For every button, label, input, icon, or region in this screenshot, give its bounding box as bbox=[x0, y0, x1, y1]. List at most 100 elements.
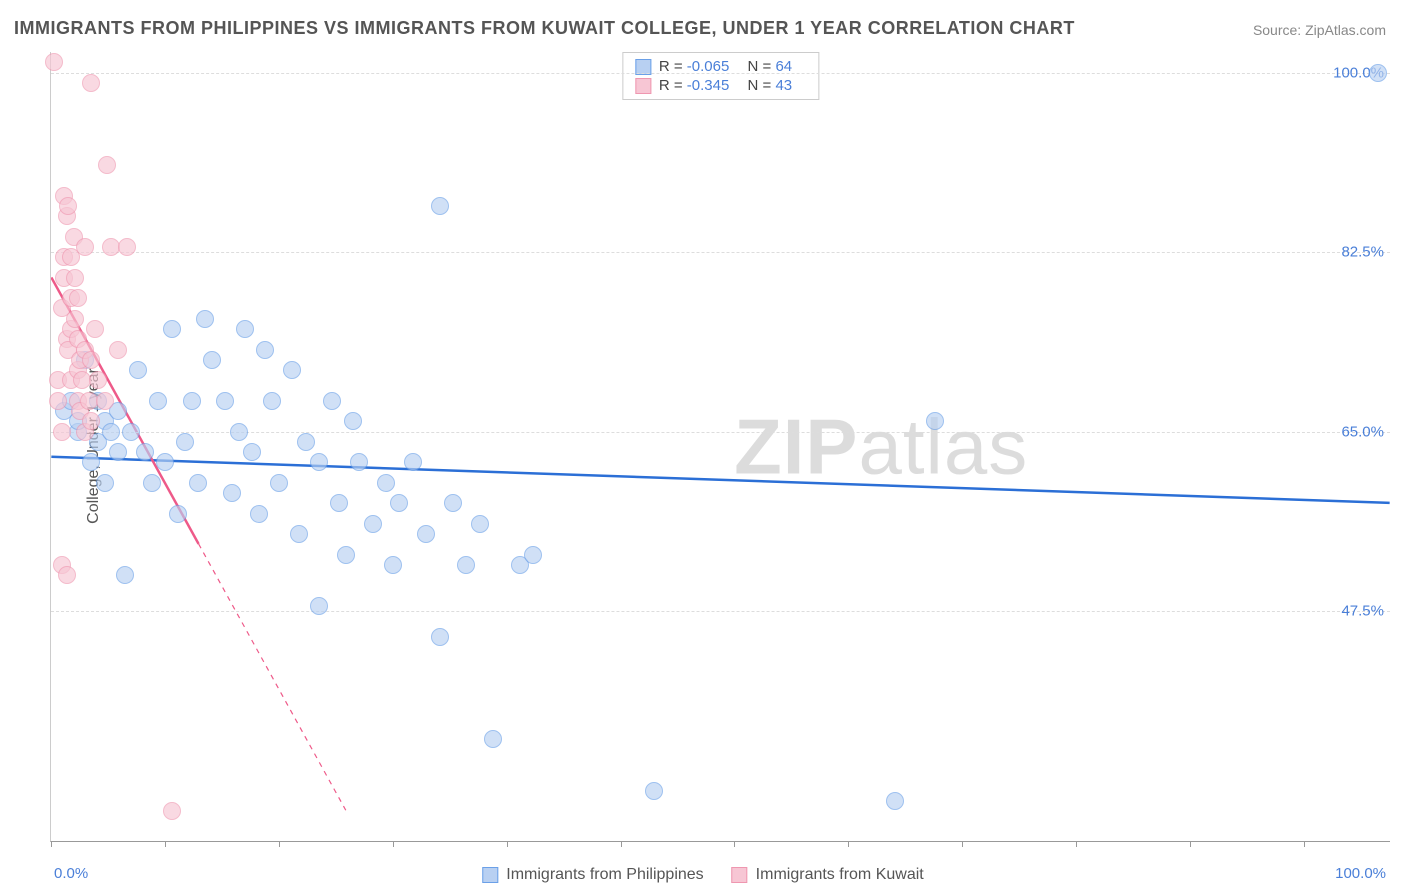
data-point bbox=[82, 453, 100, 471]
data-point bbox=[310, 597, 328, 615]
data-point bbox=[297, 433, 315, 451]
source-label: Source: ZipAtlas.com bbox=[1253, 22, 1386, 38]
data-point bbox=[129, 361, 147, 379]
x-axis-min-label: 0.0% bbox=[54, 865, 88, 882]
data-point bbox=[109, 341, 127, 359]
data-point bbox=[136, 443, 154, 461]
x-tick bbox=[507, 841, 508, 847]
data-point bbox=[330, 494, 348, 512]
legend-swatch bbox=[635, 78, 651, 94]
data-point bbox=[96, 392, 114, 410]
legend-series-item: Immigrants from Philippines bbox=[482, 866, 703, 884]
watermark: ZIPatlas bbox=[734, 401, 1028, 492]
data-point bbox=[49, 392, 67, 410]
y-tick-label: 65.0% bbox=[1341, 423, 1384, 440]
data-point bbox=[290, 525, 308, 543]
data-point bbox=[344, 412, 362, 430]
data-point bbox=[243, 443, 261, 461]
data-point bbox=[196, 310, 214, 328]
data-point bbox=[59, 197, 77, 215]
data-point bbox=[377, 474, 395, 492]
data-point bbox=[163, 802, 181, 820]
data-point bbox=[45, 53, 63, 71]
x-tick bbox=[621, 841, 622, 847]
legend-stat-text: R = -0.345 N = 43 bbox=[659, 77, 806, 94]
gridline bbox=[51, 73, 1390, 74]
data-point bbox=[444, 494, 462, 512]
data-point bbox=[203, 351, 221, 369]
data-point bbox=[109, 443, 127, 461]
x-tick bbox=[279, 841, 280, 847]
x-tick bbox=[962, 841, 963, 847]
legend-series-label: Immigrants from Kuwait bbox=[756, 866, 924, 884]
data-point bbox=[223, 484, 241, 502]
data-point bbox=[263, 392, 281, 410]
data-point bbox=[645, 782, 663, 800]
data-point bbox=[230, 423, 248, 441]
x-tick bbox=[393, 841, 394, 847]
data-point bbox=[310, 453, 328, 471]
data-point bbox=[149, 392, 167, 410]
y-tick-label: 47.5% bbox=[1341, 603, 1384, 620]
data-point bbox=[384, 556, 402, 574]
data-point bbox=[484, 730, 502, 748]
data-point bbox=[102, 423, 120, 441]
data-point bbox=[53, 423, 71, 441]
data-point bbox=[431, 197, 449, 215]
data-point bbox=[350, 453, 368, 471]
data-point bbox=[524, 546, 542, 564]
data-point bbox=[122, 423, 140, 441]
data-point bbox=[176, 433, 194, 451]
x-tick bbox=[734, 841, 735, 847]
data-point bbox=[471, 515, 489, 533]
data-point bbox=[58, 566, 76, 584]
data-point bbox=[89, 371, 107, 389]
data-point bbox=[118, 238, 136, 256]
data-point bbox=[250, 505, 268, 523]
data-point bbox=[82, 74, 100, 92]
data-point bbox=[66, 269, 84, 287]
watermark-bold: ZIP bbox=[734, 402, 858, 490]
legend-swatch bbox=[482, 867, 498, 883]
data-point bbox=[283, 361, 301, 379]
gridline bbox=[51, 611, 1390, 612]
data-point bbox=[337, 546, 355, 564]
legend-stat-row: R = -0.345 N = 43 bbox=[635, 76, 806, 95]
plot-area: ZIPatlas R = -0.065 N = 64R = -0.345 N =… bbox=[50, 52, 1390, 842]
data-point bbox=[98, 156, 116, 174]
data-point bbox=[116, 566, 134, 584]
data-point bbox=[390, 494, 408, 512]
data-point bbox=[163, 320, 181, 338]
data-point bbox=[236, 320, 254, 338]
legend-stats: R = -0.065 N = 64R = -0.345 N = 43 bbox=[622, 52, 819, 100]
watermark-rest: atlas bbox=[858, 402, 1028, 490]
data-point bbox=[69, 289, 87, 307]
data-point bbox=[156, 453, 174, 471]
x-tick bbox=[1076, 841, 1077, 847]
data-point bbox=[364, 515, 382, 533]
x-axis-max-label: 100.0% bbox=[1335, 865, 1386, 882]
data-point bbox=[169, 505, 187, 523]
data-point bbox=[270, 474, 288, 492]
legend-series-label: Immigrants from Philippines bbox=[506, 866, 703, 884]
legend-swatch bbox=[732, 867, 748, 883]
data-point bbox=[404, 453, 422, 471]
data-point bbox=[431, 628, 449, 646]
y-tick-label: 82.5% bbox=[1341, 244, 1384, 261]
legend-series-item: Immigrants from Kuwait bbox=[732, 866, 924, 884]
data-point bbox=[323, 392, 341, 410]
data-point bbox=[1369, 64, 1387, 82]
x-tick bbox=[1190, 841, 1191, 847]
gridline bbox=[51, 432, 1390, 433]
data-point bbox=[183, 392, 201, 410]
data-point bbox=[256, 341, 274, 359]
data-point bbox=[886, 792, 904, 810]
data-point bbox=[66, 310, 84, 328]
x-tick bbox=[1304, 841, 1305, 847]
data-point bbox=[417, 525, 435, 543]
gridline bbox=[51, 252, 1390, 253]
chart-container: IMMIGRANTS FROM PHILIPPINES VS IMMIGRANT… bbox=[0, 0, 1406, 892]
legend-series: Immigrants from Philippines Immigrants fr… bbox=[482, 866, 923, 884]
data-point bbox=[216, 392, 234, 410]
data-point bbox=[457, 556, 475, 574]
